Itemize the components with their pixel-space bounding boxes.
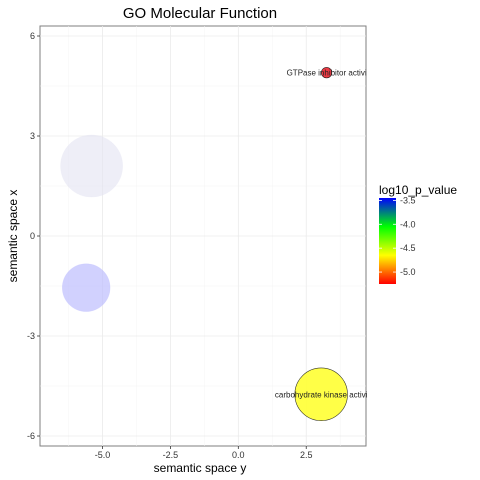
y-axis-title: semantic space x [6, 190, 20, 283]
y-tick-label: -6 [27, 431, 35, 441]
y-tick-label: 6 [30, 31, 35, 41]
legend: log10_p_value -3.5 -4.0 -4.5 -5.0 [379, 183, 457, 284]
legend-tick-label: -5.0 [400, 267, 416, 277]
bubble [294, 367, 348, 421]
legend-tick-label: -4.0 [400, 219, 416, 229]
points-layer: GTPase inhibitor activi carbohydrate kina… [60, 67, 368, 421]
y-tick-label: 3 [30, 131, 35, 141]
legend-title: log10_p_value [379, 183, 457, 197]
x-tick-label: -5.0 [95, 450, 111, 460]
legend-ticks: -3.5 -4.0 -4.5 -5.0 [379, 195, 416, 277]
legend-colorbar [379, 198, 396, 284]
chart-title: GO Molecular Function [123, 5, 277, 22]
x-axis-title: semantic space y [154, 461, 247, 475]
x-tick-label: 0.0 [232, 450, 245, 460]
bubble [62, 263, 111, 312]
bubble-label: GTPase inhibitor activi [287, 69, 367, 78]
y-axis: -6 -3 0 3 6 [27, 31, 40, 441]
legend-tick-label: -4.5 [400, 243, 416, 253]
y-tick-label: 0 [30, 231, 35, 241]
y-tick-label: -3 [27, 331, 35, 341]
bubble-label: carbohydrate kinase activi [275, 390, 368, 399]
x-tick-label: 2.5 [300, 450, 313, 460]
legend-tick-label: -3.5 [400, 195, 416, 205]
x-tick-label: -2.5 [163, 450, 179, 460]
x-axis: -5.0 -2.5 0.0 2.5 [95, 446, 313, 460]
bubble [60, 134, 123, 198]
bubble [321, 67, 333, 79]
